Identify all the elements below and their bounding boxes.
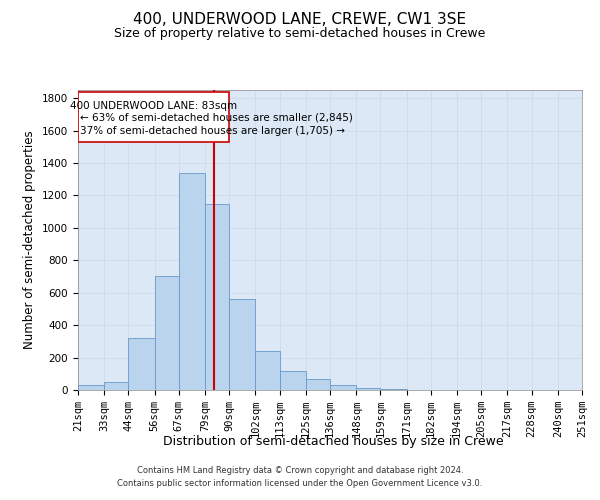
Bar	[104, 382, 128, 390]
Bar	[330, 385, 356, 390]
Text: ← 63% of semi-detached houses are smaller (2,845): ← 63% of semi-detached houses are smalle…	[80, 112, 353, 122]
Bar	[229, 299, 256, 390]
Bar	[205, 204, 229, 390]
Y-axis label: Number of semi-detached properties: Number of semi-detached properties	[23, 130, 37, 350]
FancyBboxPatch shape	[78, 92, 229, 142]
Bar	[179, 172, 205, 390]
Text: Distribution of semi-detached houses by size in Crewe: Distribution of semi-detached houses by …	[163, 435, 503, 448]
Bar	[155, 276, 179, 390]
Bar	[380, 389, 407, 390]
Text: Size of property relative to semi-detached houses in Crewe: Size of property relative to semi-detach…	[115, 28, 485, 40]
Bar	[356, 388, 380, 390]
Bar	[256, 351, 280, 390]
Bar	[78, 385, 104, 390]
Bar	[128, 338, 155, 390]
Bar	[280, 370, 306, 390]
Bar	[306, 380, 330, 390]
Text: 400 UNDERWOOD LANE: 83sqm: 400 UNDERWOOD LANE: 83sqm	[70, 100, 237, 110]
Text: 37% of semi-detached houses are larger (1,705) →: 37% of semi-detached houses are larger (…	[80, 126, 345, 136]
Text: 400, UNDERWOOD LANE, CREWE, CW1 3SE: 400, UNDERWOOD LANE, CREWE, CW1 3SE	[133, 12, 467, 28]
Text: Contains HM Land Registry data © Crown copyright and database right 2024.
Contai: Contains HM Land Registry data © Crown c…	[118, 466, 482, 487]
